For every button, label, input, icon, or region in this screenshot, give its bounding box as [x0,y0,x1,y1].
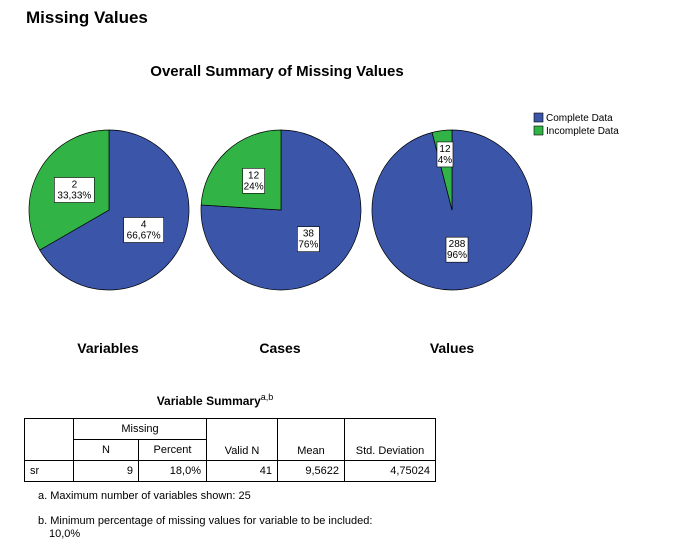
percent-header: Percent [138,439,207,461]
slice-value: 12 [248,170,260,181]
slice-percent: 24% [244,181,264,192]
chart-title: Overall Summary of Missing Values [150,63,403,80]
percent-cell: 18,0% [138,460,207,482]
valid-n-header: Valid N [206,418,278,461]
legend-label-incomplete: Incomplete Data [546,126,619,137]
slice-label-box [242,168,265,194]
slice-percent: 96% [447,250,467,261]
slice-value: 12 [439,144,451,155]
slice-value: 38 [303,229,315,240]
legend-swatch-incomplete [533,125,544,136]
footnote-b: b. Minimum percentage of missing values … [38,515,372,541]
pie-variables: 4 66,67% 2 33,33% [28,129,190,291]
slice-label-box [54,177,95,203]
variable-summary-table: Missing Valid N Mean Std. Deviation N Pe… [24,418,436,482]
slice-data-label: 2 33,33% [57,180,91,202]
pie-values: 288 96% 12 4% [371,129,533,291]
pie-title-variables: Variables [77,340,139,356]
summary-caption-text: Variable Summary [156,394,261,408]
slice-value: 2 [72,180,78,191]
slice-percent: 33,33% [57,191,91,202]
n-cell: 9 [73,460,139,482]
footnote-b-line2: 10,0% [49,528,81,540]
slice-value: 288 [449,239,466,250]
slice-label-box [297,226,320,252]
std-dev-cell: 4,75024 [344,460,436,482]
slice-data-label: 38 76% [298,229,318,251]
footnote-a: a. Maximum number of variables shown: 25 [38,490,251,502]
slice-complete [39,129,190,291]
slice-percent: 66,67% [127,231,161,242]
mean-header: Mean [277,418,345,461]
footnote-b-line1: b. Minimum percentage of missing values … [38,515,373,527]
page-title: Missing Values [26,8,148,27]
n-header: N [73,439,139,461]
missing-values-chart: Overall Summary of Missing Values Comple… [28,63,619,356]
slice-data-label: 4 66,67% [127,220,161,242]
corner-cell [24,418,74,461]
legend: Complete Data Incomplete Data [533,112,619,137]
slice-label-box [123,217,164,243]
slice-data-label: 12 4% [438,144,453,166]
slice-data-label: 288 96% [447,239,467,261]
valid-n-cell: 41 [206,460,278,482]
pie-title-values: Values [430,340,475,356]
slice-incomplete [200,129,282,211]
slice-label-box [445,236,469,263]
summary-caption: Variable Summarya,b [0,392,430,408]
slice-percent: 4% [438,155,453,166]
legend-swatch-complete [533,112,544,123]
slice-data-label: 12 24% [244,170,264,192]
table-row: sr 9 18,0% 41 9,5622 4,75024 [24,460,436,482]
slice-label-box [436,141,454,168]
mean-cell: 9,5622 [277,460,345,482]
summary-caption-superscript: a,b [260,392,274,402]
missing-header: Missing [73,418,207,440]
pie-title-cases: Cases [259,340,300,356]
pie-cases: 38 76% 12 24% [200,129,362,291]
std-dev-header: Std. Deviation [344,418,436,461]
legend-label-complete: Complete Data [546,113,613,124]
slice-value: 4 [141,220,147,231]
variable-cell: sr [24,460,74,482]
slice-percent: 76% [298,240,318,251]
